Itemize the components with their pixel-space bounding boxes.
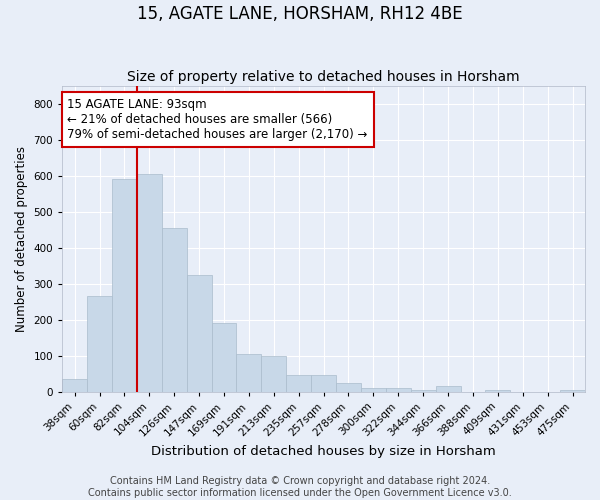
- Bar: [137, 174, 162, 392]
- Bar: [560, 390, 585, 392]
- Bar: [62, 379, 87, 392]
- Bar: [87, 296, 112, 392]
- Bar: [212, 324, 236, 392]
- Bar: [386, 388, 411, 392]
- Bar: [336, 382, 361, 392]
- Title: Size of property relative to detached houses in Horsham: Size of property relative to detached ho…: [127, 70, 520, 85]
- Bar: [112, 180, 137, 392]
- Bar: [411, 390, 436, 392]
- X-axis label: Distribution of detached houses by size in Horsham: Distribution of detached houses by size …: [151, 444, 496, 458]
- Bar: [236, 354, 262, 392]
- Bar: [162, 228, 187, 392]
- Text: Contains HM Land Registry data © Crown copyright and database right 2024.
Contai: Contains HM Land Registry data © Crown c…: [88, 476, 512, 498]
- Text: 15 AGATE LANE: 93sqm
← 21% of detached houses are smaller (566)
79% of semi-deta: 15 AGATE LANE: 93sqm ← 21% of detached h…: [67, 98, 368, 141]
- Bar: [187, 274, 212, 392]
- Bar: [361, 388, 386, 392]
- Text: 15, AGATE LANE, HORSHAM, RH12 4BE: 15, AGATE LANE, HORSHAM, RH12 4BE: [137, 5, 463, 23]
- Bar: [286, 376, 311, 392]
- Bar: [311, 376, 336, 392]
- Y-axis label: Number of detached properties: Number of detached properties: [15, 146, 28, 332]
- Bar: [436, 386, 461, 392]
- Bar: [485, 390, 511, 392]
- Bar: [262, 356, 286, 392]
